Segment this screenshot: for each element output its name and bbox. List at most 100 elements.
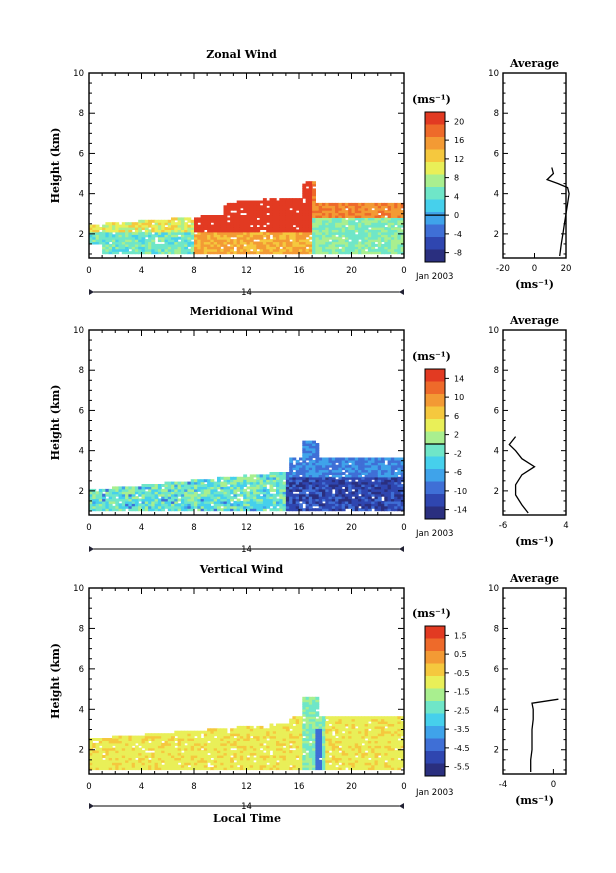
heatmap-cell bbox=[364, 721, 369, 724]
heatmap-cell bbox=[269, 243, 274, 247]
heatmap-cell bbox=[239, 491, 244, 495]
heatmap-cell bbox=[318, 243, 323, 247]
heatmap-cell bbox=[174, 767, 179, 771]
heatmap-cell bbox=[171, 503, 175, 507]
heatmap-cell bbox=[187, 750, 192, 754]
heatmap-cell bbox=[253, 205, 257, 209]
heatmap-cell bbox=[187, 481, 192, 485]
heatmap-cell bbox=[305, 183, 310, 187]
heatmap-cell bbox=[279, 740, 284, 744]
heatmap-cell bbox=[285, 241, 290, 245]
heatmap-cell bbox=[400, 486, 405, 490]
heatmap-cell bbox=[151, 484, 156, 487]
heatmap-cell bbox=[89, 229, 93, 233]
heatmap-cell bbox=[174, 755, 179, 758]
heatmap-cell bbox=[377, 202, 382, 206]
heatmap-cell bbox=[302, 251, 307, 255]
heatmap-cell bbox=[269, 486, 274, 490]
heatmap-cell bbox=[112, 500, 116, 504]
heatmap-cell bbox=[295, 484, 300, 487]
heatmap-cell bbox=[121, 251, 126, 255]
heatmap-cell bbox=[367, 500, 372, 504]
heatmap-cell bbox=[177, 498, 182, 502]
heatmap-cell bbox=[279, 200, 284, 204]
heatmap-cell bbox=[171, 767, 175, 771]
heatmap-cell bbox=[141, 251, 146, 255]
heatmap-cell bbox=[338, 251, 343, 255]
heatmap-cell bbox=[341, 498, 346, 502]
heatmap-cell bbox=[272, 234, 277, 238]
heatmap-cell bbox=[308, 186, 313, 189]
heatmap-cell bbox=[131, 243, 136, 247]
heatmap-cell bbox=[272, 215, 277, 218]
heatmap-cell bbox=[289, 474, 294, 478]
heatmap-cell bbox=[121, 764, 126, 768]
heatmap-cell bbox=[394, 467, 399, 471]
heatmap-cell bbox=[387, 472, 392, 475]
heatmap-cell bbox=[223, 248, 228, 252]
heatmap-cell bbox=[187, 496, 192, 500]
heatmap-cell bbox=[213, 251, 218, 255]
heatmap-cell bbox=[338, 462, 343, 466]
heatmap-cell bbox=[289, 251, 294, 255]
heatmap-cell bbox=[335, 721, 339, 724]
heatmap-cell bbox=[95, 491, 100, 495]
heatmap-cell bbox=[374, 227, 379, 230]
heatmap-cell bbox=[167, 747, 172, 751]
heatmap-cell bbox=[381, 488, 385, 492]
heatmap-cell bbox=[341, 493, 346, 497]
heatmap-cell bbox=[295, 202, 300, 206]
heatmap-cell bbox=[89, 508, 93, 512]
heatmap-cell bbox=[348, 723, 353, 727]
average-frame bbox=[502, 72, 567, 259]
heatmap-cell bbox=[325, 472, 330, 475]
heatmap-cell bbox=[105, 762, 110, 766]
heatmap-cell bbox=[151, 503, 156, 507]
heatmap-cell bbox=[394, 476, 399, 480]
heatmap-cell bbox=[226, 498, 231, 502]
heatmap-cell bbox=[312, 222, 316, 226]
heatmap-cell bbox=[144, 491, 149, 495]
heatmap-cell bbox=[285, 207, 290, 211]
heatmap-cell bbox=[230, 251, 234, 255]
heatmap-cell bbox=[384, 508, 389, 512]
heatmap-cell bbox=[384, 505, 389, 509]
heatmap-cell bbox=[131, 742, 136, 746]
heatmap-cell bbox=[243, 508, 248, 512]
heatmap-cell bbox=[315, 464, 320, 468]
heatmap-cell bbox=[285, 745, 290, 749]
heatmap-cell bbox=[266, 730, 271, 734]
heatmap-cell bbox=[338, 718, 343, 722]
heatmap-cell bbox=[167, 222, 172, 226]
heatmap-cell bbox=[138, 236, 143, 240]
heatmap-cell bbox=[390, 251, 395, 255]
heatmap-cell bbox=[148, 251, 152, 255]
heatmap-cell bbox=[358, 755, 362, 758]
heatmap-cell bbox=[279, 759, 284, 763]
heatmap-cell bbox=[282, 757, 287, 761]
heatmap-cell bbox=[387, 224, 392, 228]
heatmap-cell bbox=[282, 733, 287, 737]
heatmap-cell bbox=[305, 759, 310, 763]
heatmap-cell bbox=[308, 243, 313, 247]
heatmap-cell bbox=[249, 767, 254, 771]
heatmap-cell bbox=[246, 210, 251, 214]
heatmap-cell bbox=[377, 248, 382, 252]
heatmap-cell bbox=[256, 505, 261, 509]
heatmap-cell bbox=[315, 728, 320, 732]
heatmap-cell bbox=[112, 505, 116, 509]
heatmap-cell bbox=[295, 752, 300, 756]
heatmap-cell bbox=[348, 491, 353, 495]
heatmap-cell bbox=[312, 481, 316, 485]
heatmap-cell bbox=[341, 508, 346, 512]
heatmap-cell bbox=[203, 241, 208, 245]
heatmap-cell bbox=[325, 757, 330, 761]
heatmap-cell bbox=[161, 747, 166, 751]
heatmap-cell bbox=[134, 745, 139, 749]
heatmap-cell bbox=[253, 481, 257, 485]
heatmap-cell bbox=[239, 730, 244, 734]
heatmap-cell bbox=[243, 762, 248, 766]
heatmap-cell bbox=[289, 735, 294, 739]
heatmap-cell bbox=[210, 747, 215, 751]
heatmap-cell bbox=[220, 755, 225, 758]
